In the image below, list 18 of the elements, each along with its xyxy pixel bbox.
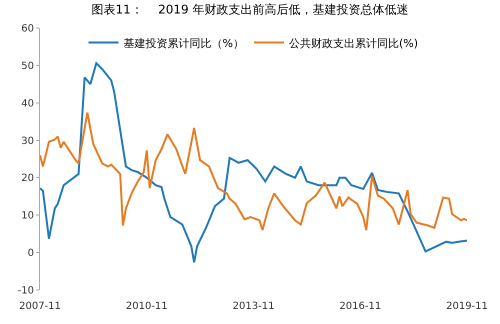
y-tick-label: 60: [21, 24, 34, 34]
chart-title: 图表11： 2019 年财政支出前高后低，基建投资总体低迷: [92, 2, 408, 16]
y-tick-label: 10: [21, 210, 34, 222]
legend-label: 公共财政支出累计同比(%): [288, 36, 418, 50]
y-tick-label: 50: [21, 60, 34, 72]
y-tick-label: 0: [28, 248, 34, 260]
x-tick-label: 2010-11: [126, 301, 168, 312]
legend-label: 基建投资累计同比（%）: [124, 36, 244, 50]
x-tick-label: 2016-11: [339, 301, 382, 312]
y-tick-label: 20: [21, 173, 34, 184]
line-series: [40, 62, 467, 264]
line-series: [40, 112, 467, 232]
x-tick-label: 2007-11: [19, 301, 61, 312]
x-tick-label: 2019-11: [446, 301, 488, 312]
y-tick-label: 30: [21, 136, 34, 147]
y-tick-label: 40: [21, 98, 34, 110]
y-tick-label: -10: [18, 286, 34, 296]
x-tick-label: 2013-11: [232, 301, 274, 312]
